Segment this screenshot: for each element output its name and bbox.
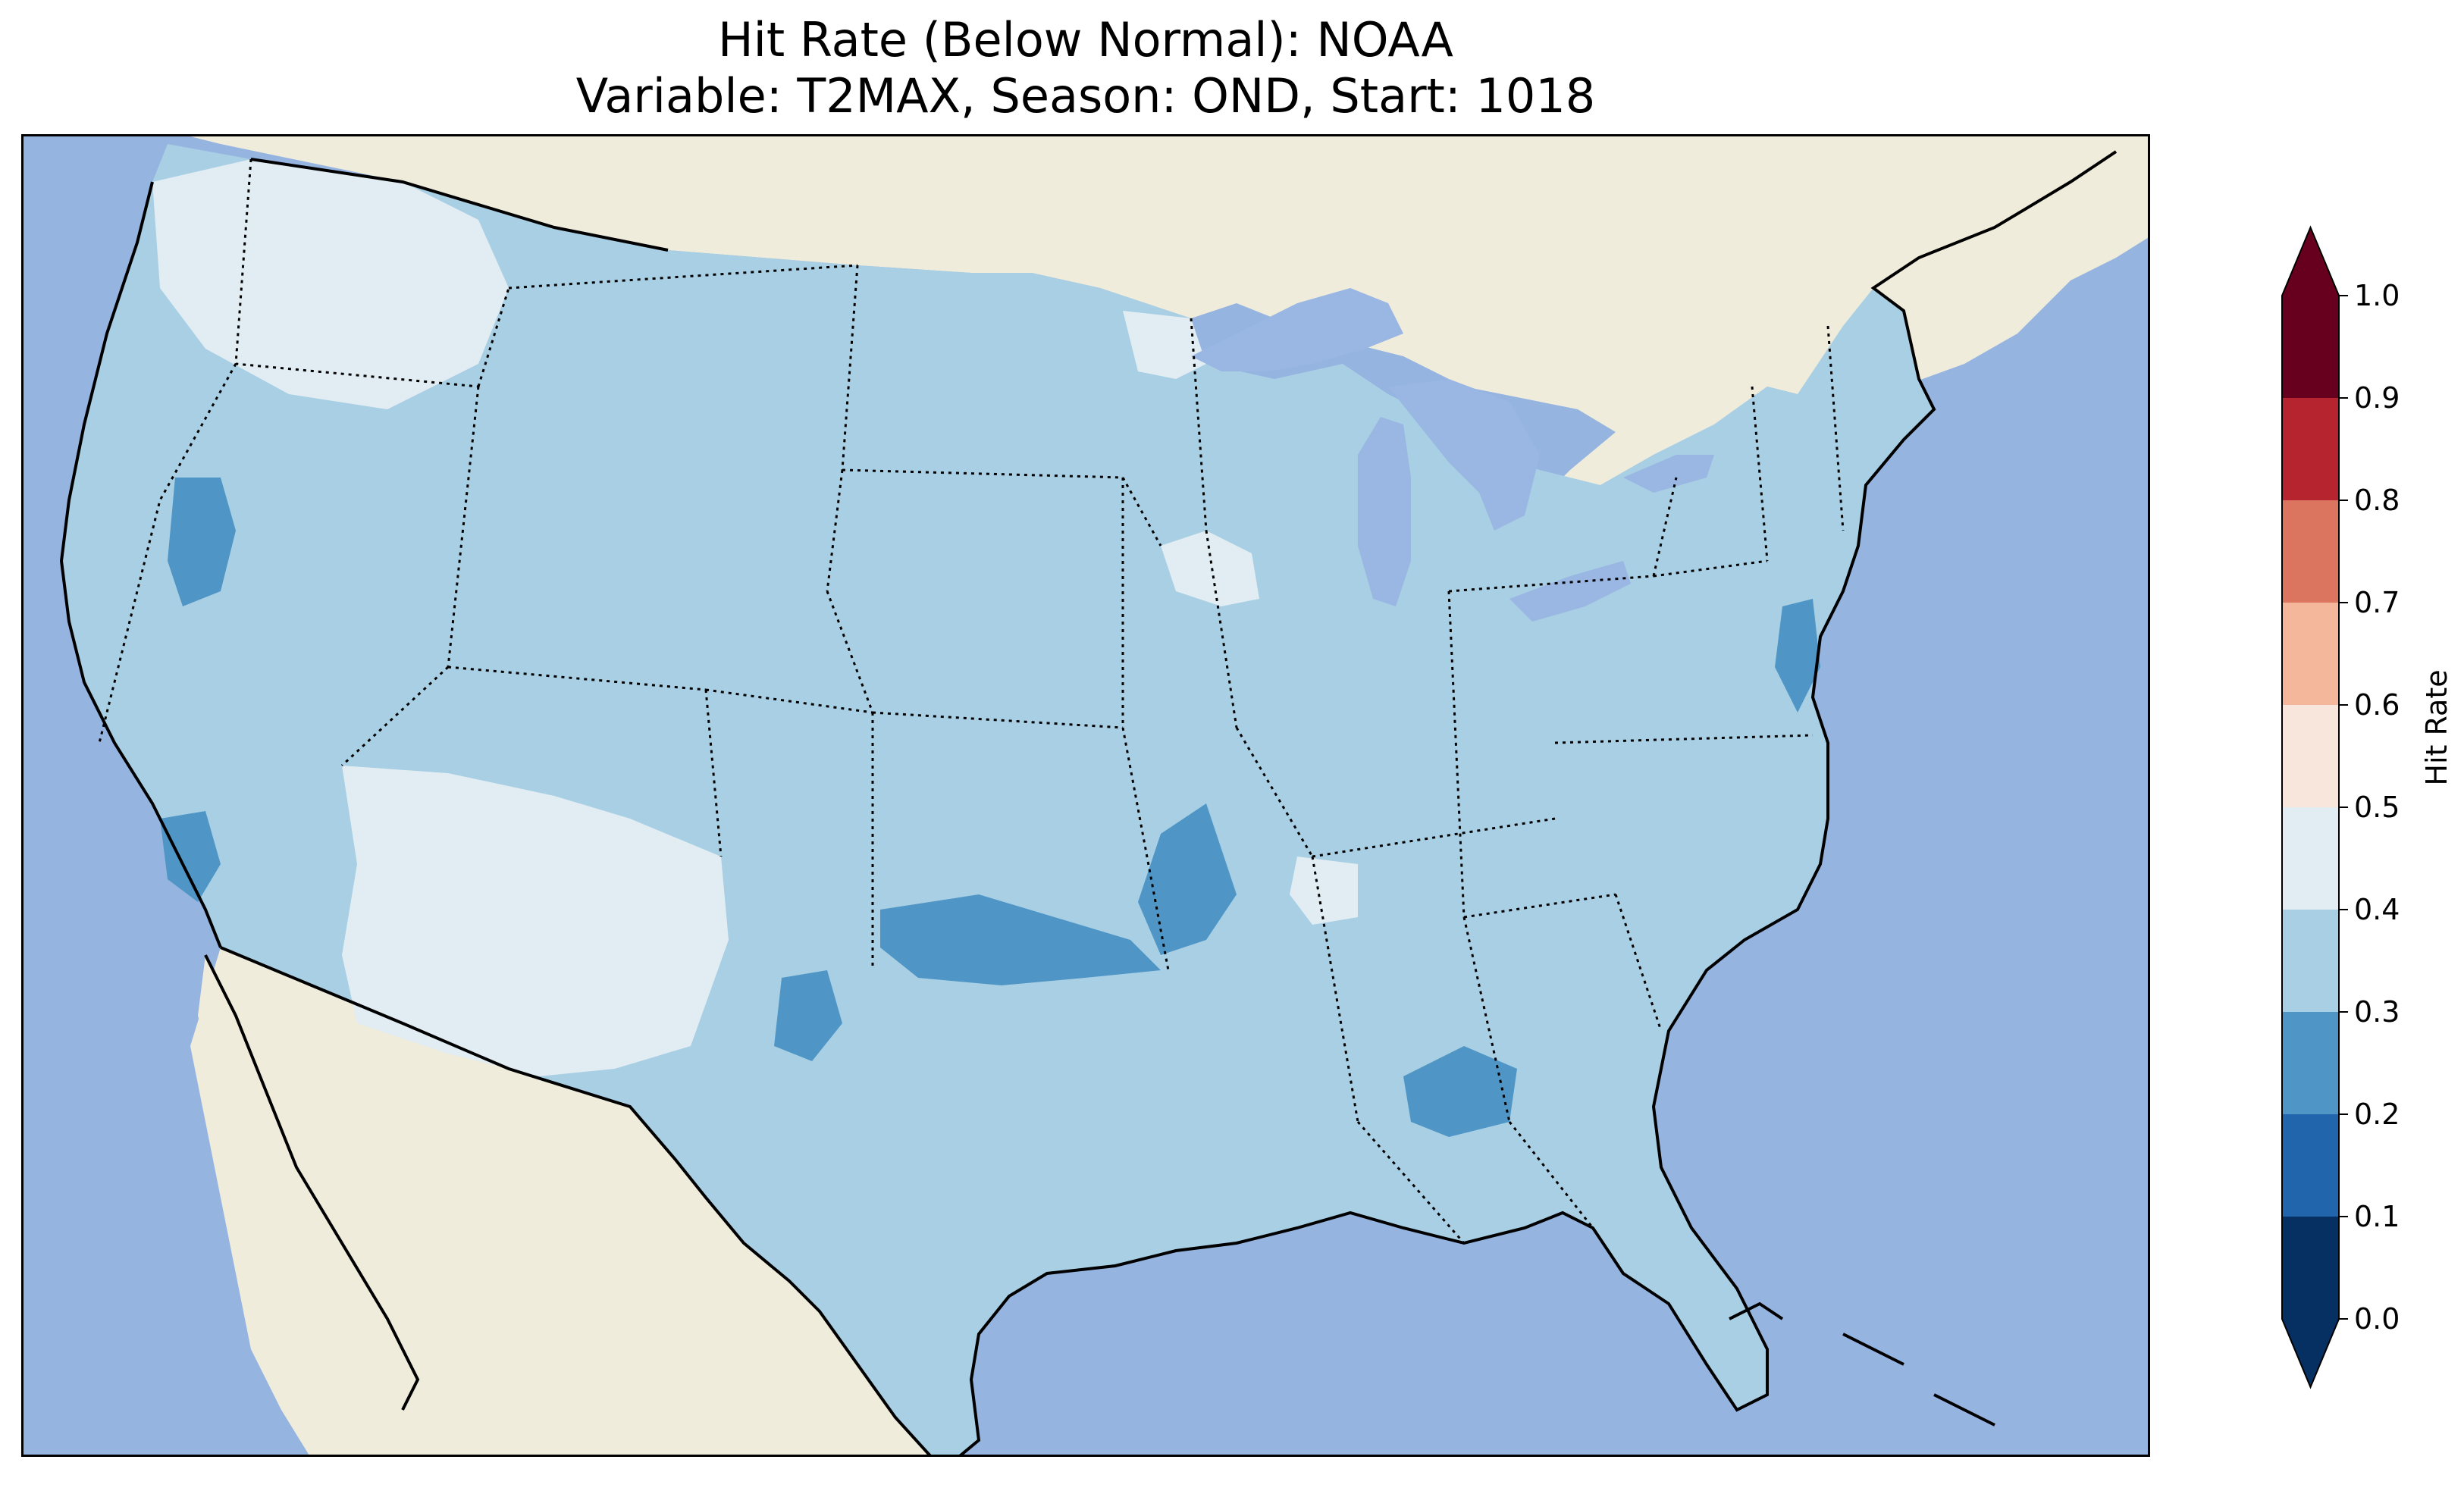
lake-michigan: [1358, 417, 1411, 606]
colorbar-bin-0.5: [2282, 705, 2339, 807]
state-border-line: [826, 469, 844, 592]
state-border-line: [826, 590, 874, 713]
colorbar-ticks: 0.0 0.1 0.2 0.3 0.4 0.5 0.6 0.7 0.8 0.9 1.0: [2339, 279, 2400, 1336]
colorbar-bins: [2281, 225, 2340, 1389]
chart-title-line-2: Variable: T2MAX, Season: OND, Start: 101…: [575, 68, 1596, 124]
region-northern-minnesota: [1123, 311, 1206, 379]
colorbar-tick-label: 1.0: [2354, 279, 2400, 312]
chart-title-line-1: Hit Rate (Below Normal): NOAA: [718, 12, 1453, 67]
region-pacific-northwest: [152, 159, 509, 409]
baja-land: [198, 955, 418, 1410]
colorbar-tick-label: 0.0: [2354, 1302, 2400, 1336]
land: [190, 136, 2148, 1455]
coastline-segment: [204, 954, 420, 1411]
state-border-line: [1652, 477, 1678, 577]
lakes: [1191, 288, 1714, 622]
coastline-segment: [250, 158, 669, 252]
colorbar: 0.0 0.1 0.2 0.3 0.4 0.5 0.6 0.7 0.8 0.9 1.0 Hit Ra…: [2281, 225, 2453, 1389]
region-arizona-new-mexico: [342, 766, 729, 1076]
colorbar-extend-max: [2282, 227, 2339, 296]
canada-land: [190, 136, 2148, 591]
us-hit-rate-map: [24, 136, 2148, 1455]
region-texas-panhandle: [774, 970, 842, 1061]
lake-erie: [1509, 561, 1631, 622]
colorbar-bin-0.3: [2282, 910, 2339, 1012]
colorbar-tick-label: 0.2: [2354, 1098, 2400, 1131]
colorbar-bin-0.7: [2282, 500, 2339, 603]
hit-rate-patches: [152, 159, 1820, 1137]
state-border-line: [1463, 893, 1616, 919]
region-mid-atlantic-coast: [1775, 599, 1820, 713]
colorbar-label: Hit Rate: [2420, 669, 2453, 785]
colorbar-tick-label: 0.8: [2354, 484, 2400, 517]
region-northeast-nevada: [168, 478, 236, 606]
coastline-segment: [220, 946, 932, 1455]
coastline-segment: [1729, 1301, 1784, 1320]
state-border-line: [842, 468, 1124, 479]
state-border-line: [1751, 386, 1769, 562]
colorbar-tick-label: 0.4: [2354, 893, 2400, 926]
state-border-line: [1312, 817, 1556, 858]
state-border-line: [447, 386, 480, 668]
colorbar-tick-label: 0.6: [2354, 688, 2400, 722]
coastline-segment: [959, 150, 2118, 1455]
map-frame: [21, 134, 2150, 1457]
colorbar-bin-0.0: [2282, 1217, 2339, 1319]
colorbar-bin-0.8: [2282, 398, 2339, 500]
state-border-line: [477, 287, 510, 387]
colorbar-tick-label: 0.9: [2354, 381, 2400, 415]
coastlines: [59, 150, 2118, 1455]
state-borders: [98, 158, 1845, 1244]
state-border-line: [1190, 318, 1208, 531]
coastline-segment: [59, 181, 222, 948]
lake-huron: [1388, 379, 1540, 531]
colorbar-tick-label: 0.1: [2354, 1200, 2400, 1233]
region-arkansas: [1138, 803, 1237, 955]
state-border-line: [1554, 734, 1814, 744]
lake-superior: [1191, 288, 1403, 371]
state-border-line: [508, 264, 858, 290]
colorbar-bin-0.9: [2282, 296, 2339, 398]
colorbar-bin-0.4: [2282, 807, 2339, 910]
state-border-line: [447, 666, 707, 691]
state-border-line: [1462, 916, 1511, 1123]
coastline-segment: [1842, 1333, 1904, 1366]
state-border-line: [1235, 727, 1314, 857]
state-border-line: [705, 688, 873, 714]
colorbar-bin-0.6: [2282, 603, 2339, 705]
colorbar-tick-label: 0.7: [2354, 586, 2400, 619]
state-border-line: [704, 689, 723, 857]
lake-ontario: [1623, 455, 1714, 493]
coastline-segment: [1933, 1393, 1995, 1427]
colorbar-extend-min: [2282, 1319, 2339, 1387]
state-border-line: [1205, 530, 1238, 728]
region-western-tennessee: [1290, 857, 1358, 925]
region-southern-wisconsin: [1161, 531, 1259, 606]
state-border-line: [1614, 894, 1663, 1032]
chart-title: Hit Rate (Below Normal): NOAA Variable: …: [21, 12, 2150, 124]
colorbar-bin-0.2: [2282, 1012, 2339, 1114]
state-border-line: [1447, 590, 1466, 918]
colorbar-tick-label: 0.5: [2354, 791, 2400, 824]
region-southern-california: [160, 811, 221, 902]
region-oklahoma: [880, 894, 1161, 985]
colorbar-bin-0.1: [2282, 1114, 2339, 1217]
region-gulf-coast-alabama: [1403, 1046, 1517, 1137]
state-border-line: [1121, 477, 1162, 547]
colorbar-tick-label: 0.3: [2354, 995, 2400, 1029]
state-border-line: [1121, 727, 1170, 971]
state-border-line: [340, 666, 450, 767]
